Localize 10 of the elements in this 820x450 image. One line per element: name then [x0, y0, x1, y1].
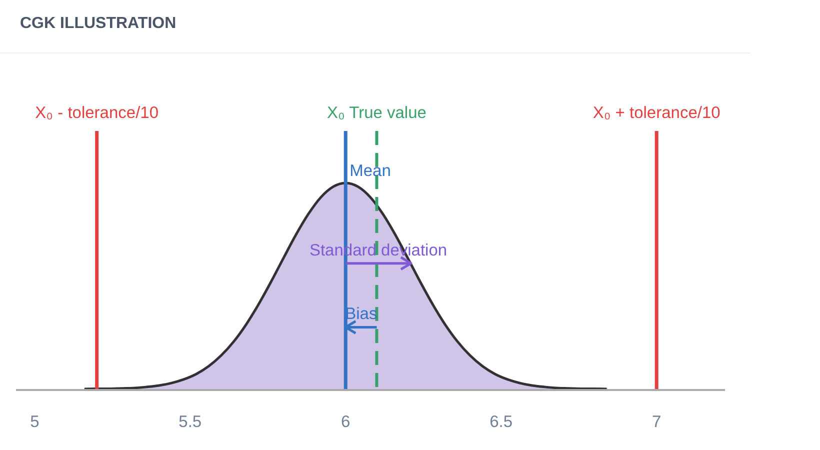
x-tick-label: 6 [341, 413, 350, 431]
ref-line-label: X₀ + tolerance/10 [592, 104, 720, 122]
chart-title: CGK ILLUSTRATION [20, 15, 176, 32]
x-tick-label: 5 [30, 413, 40, 431]
x-tick-label: 7 [652, 413, 662, 431]
ref-line-label: X₀ - tolerance/10 [35, 104, 159, 122]
x-tick-label: 5.5 [178, 413, 202, 431]
ref-line-label: X₀ True value [326, 104, 426, 122]
ref-line-label: Mean [350, 162, 391, 180]
x-tick-label: 6.5 [490, 413, 513, 431]
